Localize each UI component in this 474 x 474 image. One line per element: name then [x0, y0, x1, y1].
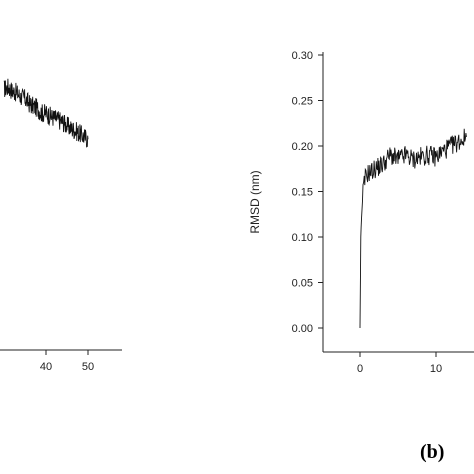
y-axis-title: RMSD (nm) [248, 170, 262, 233]
right-x-tick-label: 10 [430, 363, 442, 375]
right-x-tick-label: 0 [357, 363, 363, 375]
right-y-tick-label: 0.20 [292, 141, 313, 153]
left-series-line [3, 78, 89, 148]
right-y-tick-label: 0.10 [292, 232, 313, 244]
right-series-line [359, 128, 467, 329]
right-y-tick-label: 0.25 [292, 96, 313, 108]
right-panel: 0.00 0.05 0.10 0.15 0.20 0.25 0.30 0 10 RMSD (n… [248, 50, 474, 375]
right-x-ticks: 0 10 [357, 352, 442, 375]
right-y-tick-label: 0.15 [292, 187, 313, 199]
right-y-tick-label: 0.00 [292, 323, 313, 335]
left-x-ticks: 40 50 [40, 350, 94, 373]
right-y-tick-label: 0.30 [292, 50, 313, 62]
left-panel: 40 50 [0, 78, 122, 373]
right-y-tick-label: 0.05 [292, 278, 313, 290]
left-x-tick-label: 40 [40, 361, 52, 373]
left-x-tick-label: 50 [82, 361, 94, 373]
right-y-ticks: 0.00 0.05 0.10 0.15 0.20 0.25 0.30 [292, 50, 323, 335]
panel-label: (b) [420, 441, 444, 463]
